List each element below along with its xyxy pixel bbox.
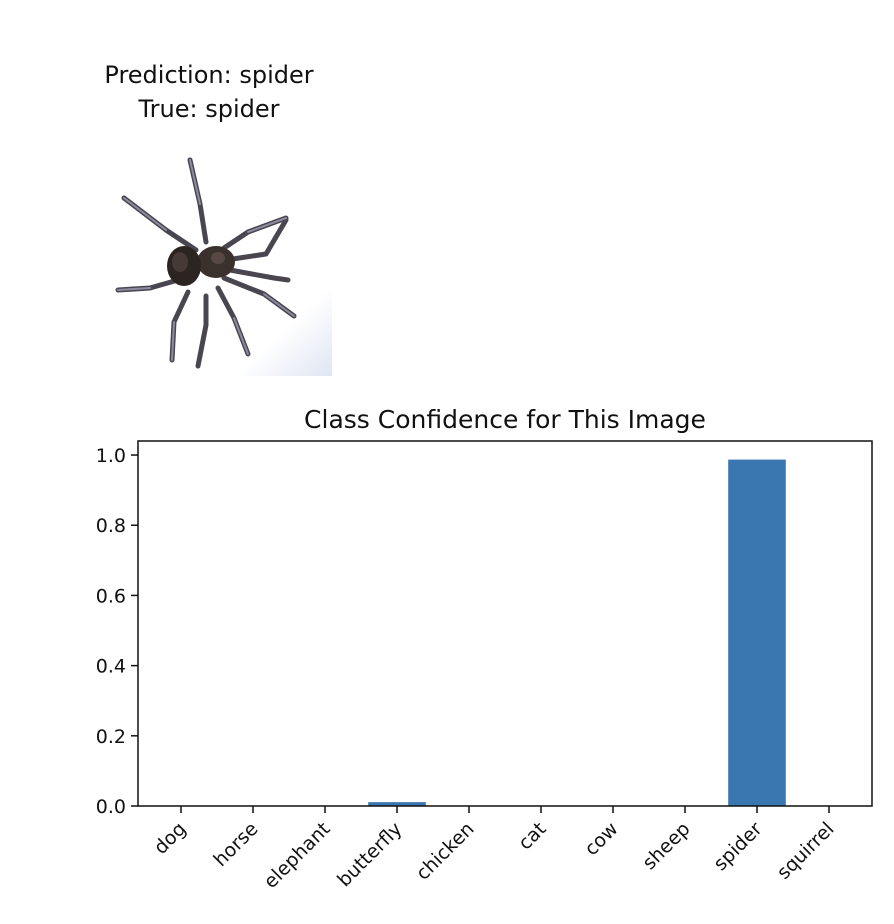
x-tick-label-cat: cat (514, 818, 550, 854)
y-tick-label: 0.2 (96, 726, 126, 748)
true-label: True: spider (138, 95, 280, 123)
image-title: Prediction: spider True: spider (64, 58, 354, 126)
bar-butterfly (368, 802, 426, 806)
x-tick-label-elephant: elephant (260, 818, 335, 893)
x-tick-label-spider: spider (709, 818, 766, 875)
x-tick-label-sheep: sheep (638, 818, 694, 874)
y-tick-label: 0.0 (96, 796, 126, 818)
y-tick-label: 1.0 (96, 445, 126, 467)
y-tick-label: 0.6 (96, 585, 126, 607)
x-tick-label-horse: horse (209, 818, 262, 871)
x-tick-label-squirrel: squirrel (773, 818, 839, 884)
x-tick-label-chicken: chicken (412, 818, 479, 885)
x-tick-label-cow: cow (580, 818, 622, 860)
y-tick-label: 0.8 (96, 515, 126, 537)
x-tick-label-butterfly: butterfly (333, 818, 406, 891)
spider-image (88, 150, 332, 376)
y-tick-label: 0.4 (96, 656, 126, 678)
chart-title: Class Confidence for This Image (304, 405, 706, 434)
plot-frame (137, 440, 873, 807)
prediction-label: Prediction: spider (104, 61, 314, 89)
x-tick-label-dog: dog (150, 818, 191, 859)
bar-spider (728, 459, 786, 806)
